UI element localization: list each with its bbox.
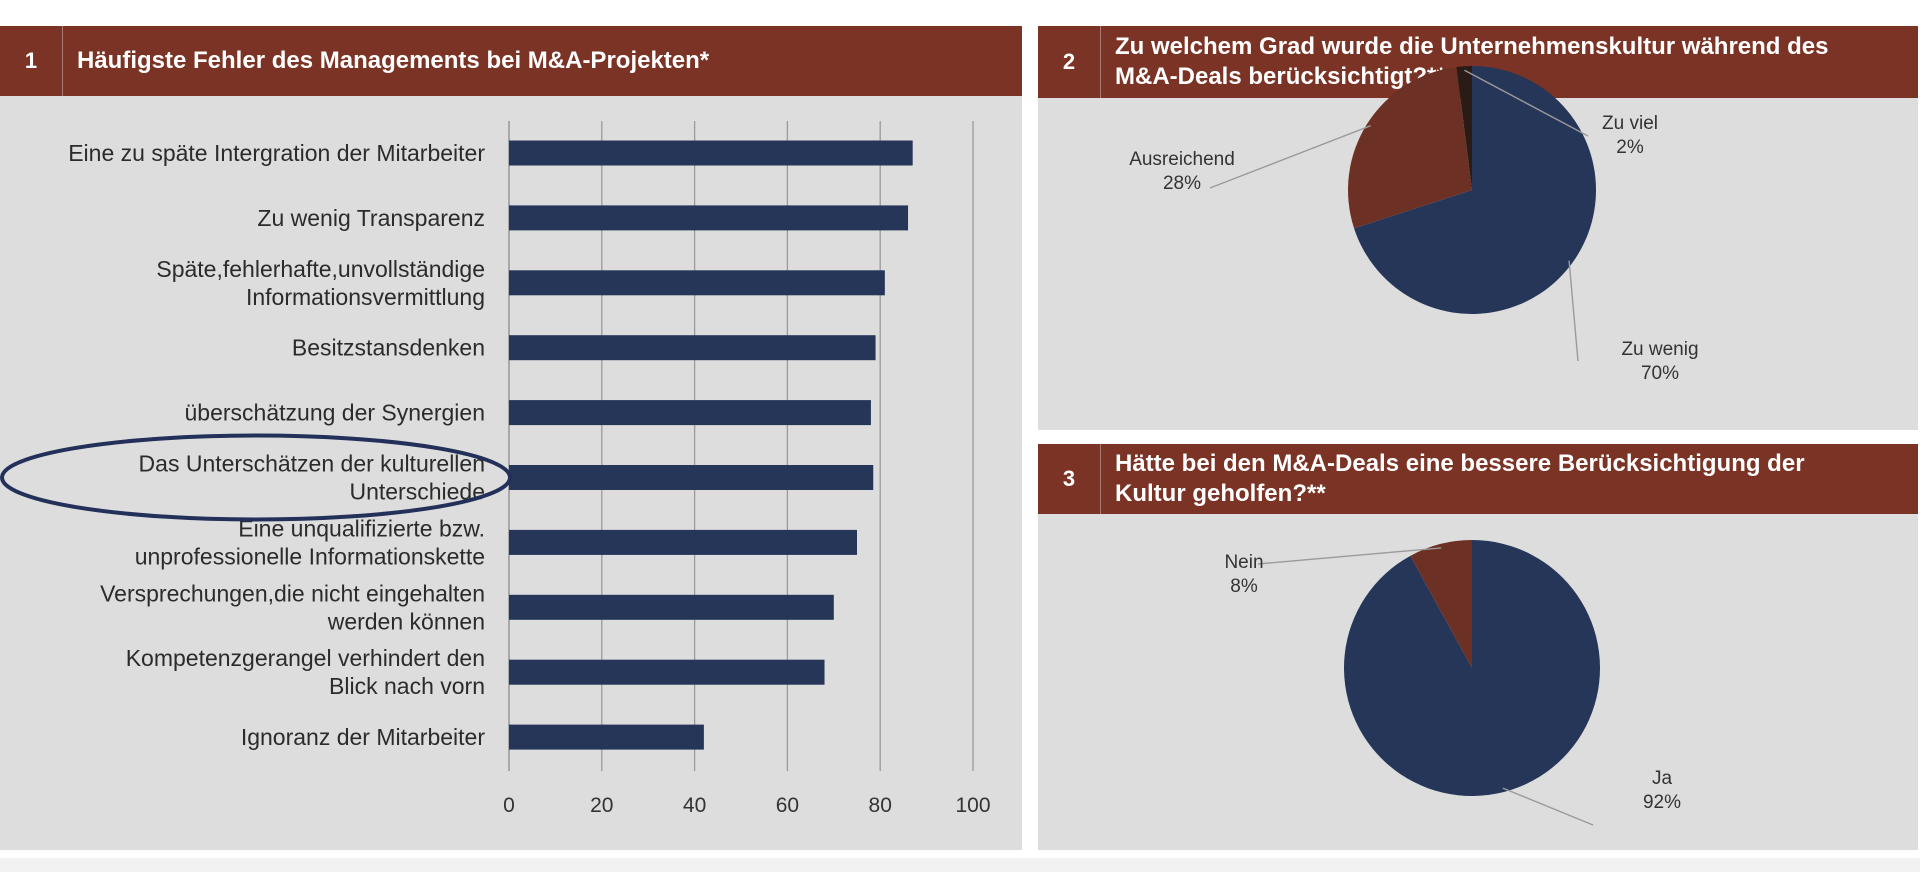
pie-chart-panel-culture: 2 Zu welchem Grad wurde die Unternehmens… xyxy=(1038,26,1918,430)
bar xyxy=(509,594,834,620)
slice-percent: 92% xyxy=(1643,792,1681,813)
category-label: Zu wenig Transparenz xyxy=(257,205,485,231)
x-tick-label: 20 xyxy=(590,794,613,817)
slice-label: Zu wenig xyxy=(1621,339,1698,360)
bar xyxy=(509,659,825,685)
category-label: Besitzstansdenken xyxy=(292,335,485,361)
panel-header: 2 Zu welchem Grad wurde die Unternehmens… xyxy=(1038,26,1918,98)
x-tick-label: 60 xyxy=(776,794,799,817)
category-label: Das Unterschätzen der kulturellen Untersc… xyxy=(139,451,485,505)
bottom-strip xyxy=(0,858,1920,872)
bar xyxy=(509,400,871,426)
category-label: Versprechungen,die nicht eingehalten werd… xyxy=(100,580,485,634)
bar-chart: 0 20 40 60 80 100 Eine zu späte Intergration d… xyxy=(0,121,991,817)
panel-title: Häufigste Fehler des Managements bei M&A… xyxy=(77,47,710,74)
panel-title-line: Kultur geholfen?** xyxy=(1115,480,1326,507)
bar-chart-panel: 1 Häufigste Fehler des Managements bei M… xyxy=(0,26,1022,850)
panel-title: Hätte bei den M&A-Deals eine bessere Ber… xyxy=(1101,449,1805,509)
leader-line xyxy=(1464,69,1589,137)
panel-title-line: Hätte bei den M&A-Deals eine bessere Ber… xyxy=(1115,450,1805,477)
x-tick-label: 100 xyxy=(955,794,990,817)
panel-title-line: M&A-Deals berücksichtigt?** xyxy=(1115,63,1446,90)
panel-number: 3 xyxy=(1038,444,1101,514)
bar xyxy=(509,205,909,231)
leader-line xyxy=(1502,787,1594,826)
slice-label: Zu viel xyxy=(1602,113,1658,134)
leader-line xyxy=(1568,260,1579,362)
slice-label: Ja xyxy=(1652,768,1673,789)
category-label: Kompetenzgerangel verhindert den Blick na… xyxy=(126,645,485,699)
category-label: Eine zu späte Intergration der Mitarbeit… xyxy=(68,140,485,166)
bar xyxy=(509,529,857,555)
pie-chart: Zu wenig 70% Ausreichend 28% Zu viel 2% xyxy=(1129,66,1699,384)
slice-label: Nein xyxy=(1224,552,1263,573)
bar xyxy=(509,465,874,490)
slice-percent: 8% xyxy=(1230,576,1258,597)
pie-chart: Ja 92% Nein 8% xyxy=(1224,540,1681,826)
slice-percent: 28% xyxy=(1163,173,1201,194)
bar xyxy=(509,140,913,166)
category-label: Eine unqualifizierte bzw. unprofessionell… xyxy=(135,515,485,569)
pie-chart-panel-helped: 3 Hätte bei den M&A-Deals eine bessere B… xyxy=(1038,444,1918,850)
slice-label: Ausreichend xyxy=(1129,149,1235,170)
category-label: Späte,fehlerhafte,unvollständige Informat… xyxy=(156,256,485,310)
panel-header: 1 Häufigste Fehler des Managements bei M… xyxy=(0,26,1022,96)
pie-slice xyxy=(1354,66,1596,314)
category-label: Ignoranz der Mitarbeiter xyxy=(241,724,486,750)
panel-title: Zu welchem Grad wurde die Unternehmensku… xyxy=(1101,32,1828,92)
category-label: überschätzung der Synergien xyxy=(185,400,485,426)
bar xyxy=(509,335,876,361)
highlight-ellipse xyxy=(0,433,512,522)
bar xyxy=(509,270,885,296)
pie-slice xyxy=(1410,540,1472,668)
x-tick-label: 40 xyxy=(683,794,706,817)
x-tick-label: 0 xyxy=(503,794,515,817)
panel-title-line: Zu welchem Grad wurde die Unternehmensku… xyxy=(1115,33,1829,60)
panel-header: 3 Hätte bei den M&A-Deals eine bessere B… xyxy=(1038,444,1918,514)
panel-number: 2 xyxy=(1038,26,1101,98)
leader-line xyxy=(1209,125,1371,189)
bar xyxy=(509,724,704,750)
panel-number: 1 xyxy=(0,26,63,96)
leader-line xyxy=(1257,547,1442,565)
slice-percent: 70% xyxy=(1641,363,1679,384)
x-tick-label: 80 xyxy=(869,794,892,817)
pie-slice xyxy=(1348,66,1472,229)
pie-slice xyxy=(1456,66,1472,190)
slice-percent: 2% xyxy=(1616,137,1644,158)
